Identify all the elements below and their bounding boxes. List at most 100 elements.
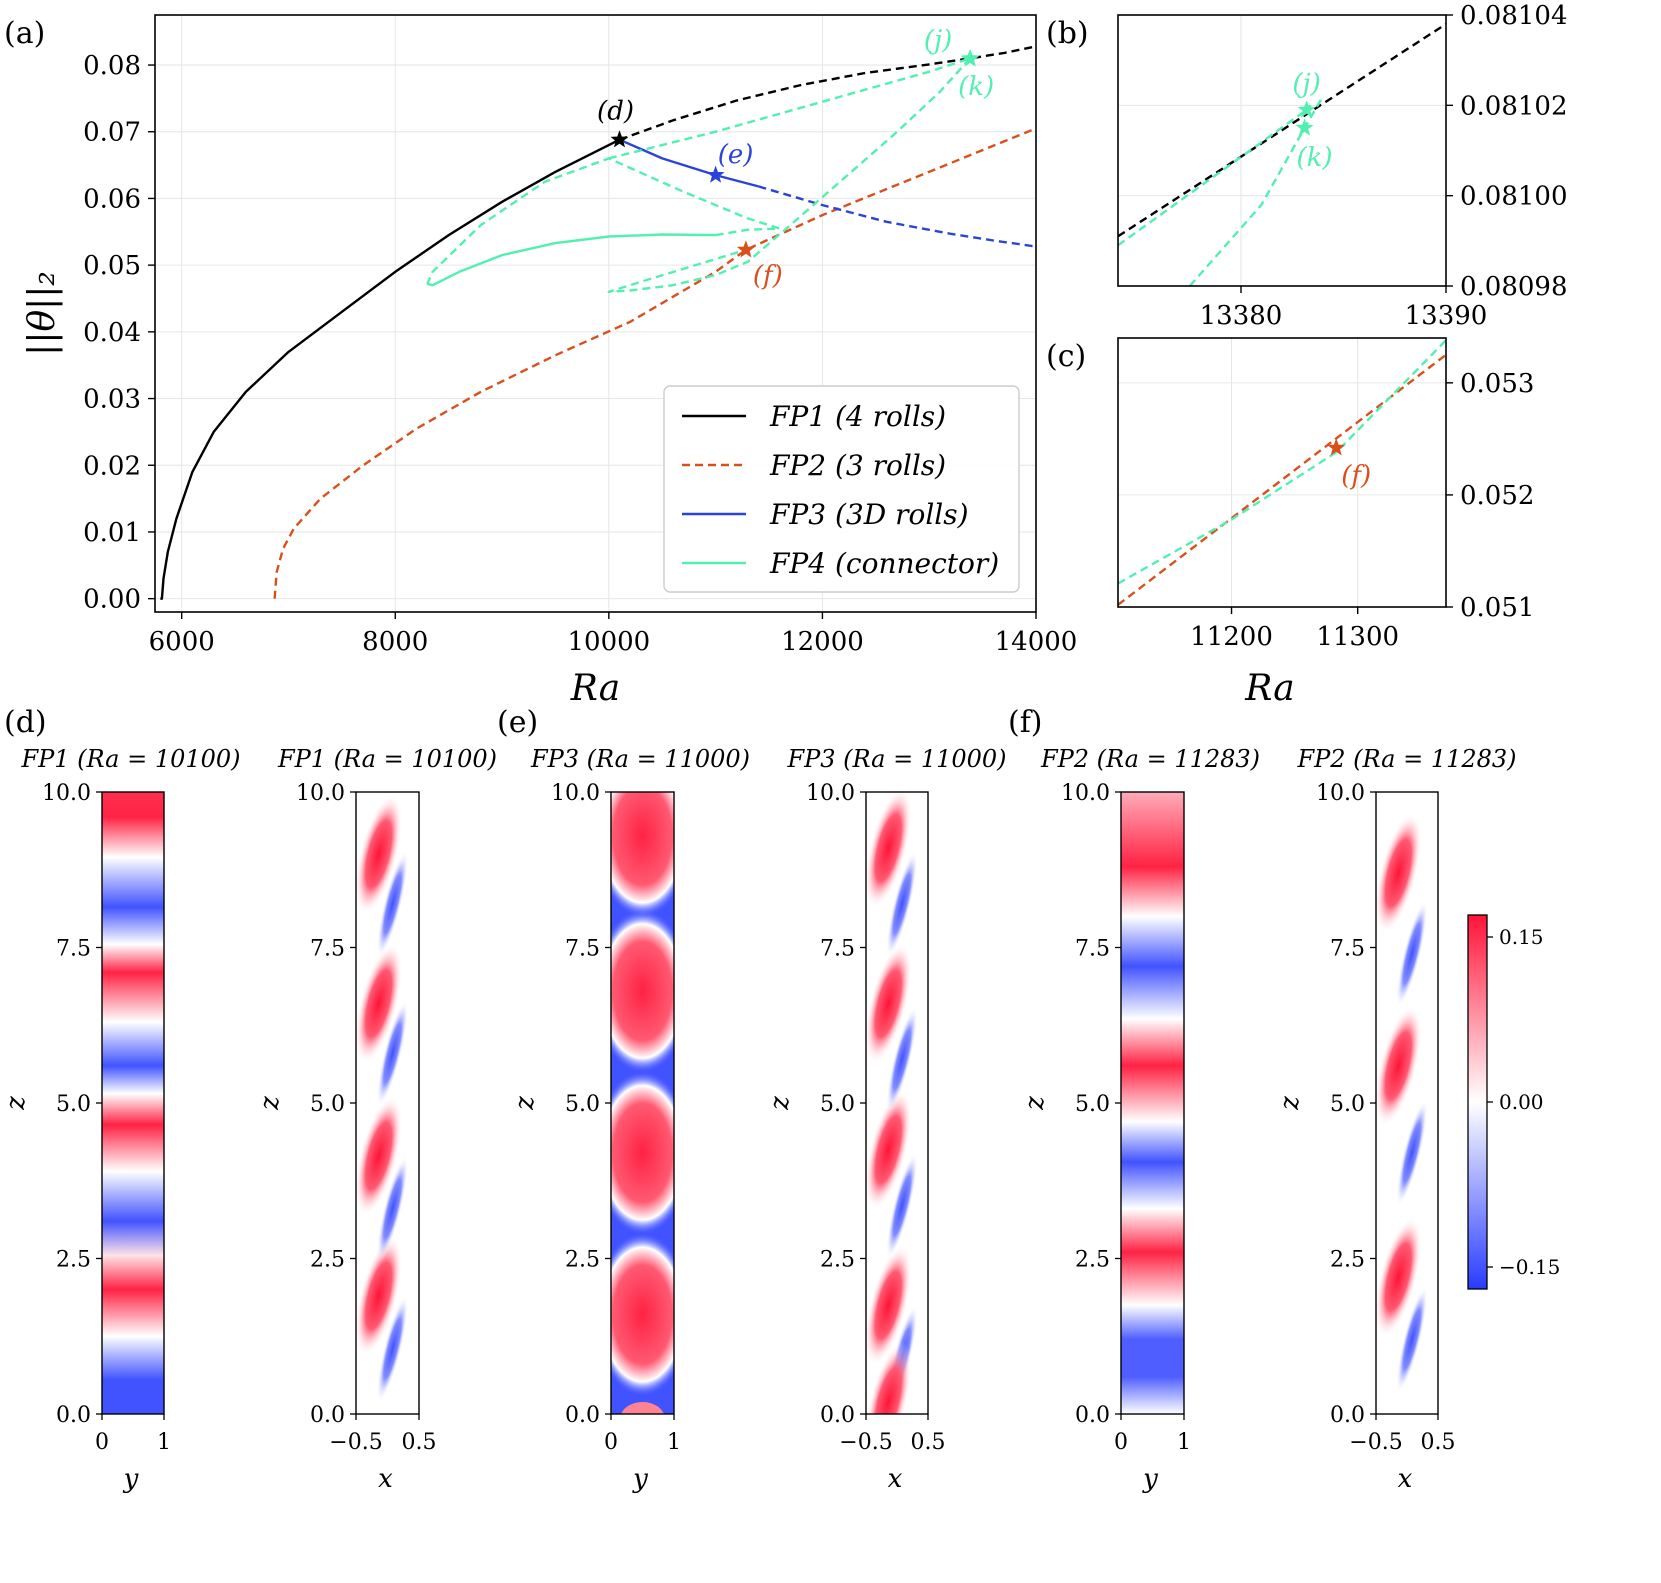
blob-1 <box>1396 1285 1428 1393</box>
y-axis-label: ||θ||₂ <box>22 271 63 356</box>
z-axis-label: z <box>510 1096 540 1111</box>
x-axis-label: x <box>1398 1464 1413 1494</box>
series-line-5 <box>426 233 716 287</box>
series-group <box>1118 339 1446 606</box>
x-axis-label: Ra <box>1244 668 1294 709</box>
y-tick-label: 0.02 <box>83 451 141 481</box>
blob-5 <box>886 1006 918 1113</box>
colorbar: 0.15 0.00 −0.15 <box>1467 914 1560 1290</box>
z-tick-label: 5.0 <box>310 1092 345 1117</box>
blob-4 <box>866 943 912 1064</box>
colorbar-tick-label: −0.15 <box>1499 1255 1560 1279</box>
series-line-8 <box>607 57 971 293</box>
blob-7 <box>886 850 918 958</box>
plot-frame <box>154 14 1037 613</box>
series-line-4 <box>758 185 1036 248</box>
x-axis-label: y <box>123 1464 139 1494</box>
panel-label: (a) <box>4 16 45 51</box>
z-tick-label: 10.0 <box>806 781 855 806</box>
z-tick-label: 2.5 <box>310 1248 345 1273</box>
z-axis-label: z <box>765 1096 795 1111</box>
subplot-title: FP3 (Ra = 11000) <box>786 745 1006 773</box>
y-tick-label: 0.08104 <box>1460 1 1568 31</box>
blob-group <box>866 792 918 1414</box>
legend-box <box>663 385 1020 593</box>
blob-2 <box>866 1089 912 1210</box>
blob-3 <box>376 1155 409 1263</box>
dome-3 <box>611 792 674 918</box>
series-line-6 <box>426 157 781 285</box>
z-tick-label: 0.0 <box>820 1403 855 1428</box>
blob-5 <box>376 999 409 1107</box>
marker-star <box>610 130 629 148</box>
marker-label: (f) <box>753 261 783 291</box>
x-tick-label: 1 <box>667 1430 681 1455</box>
marker-star <box>736 240 755 258</box>
y-tick-label: 0.08102 <box>1460 91 1568 121</box>
z-tick-label: 0.0 <box>565 1403 600 1428</box>
series-line-1 <box>1118 339 1446 585</box>
x-tick-label: 14000 <box>995 627 1078 657</box>
z-tick-label: 10.0 <box>1316 781 1365 806</box>
marker-star <box>1297 100 1316 118</box>
x-tick-label: 6000 <box>149 627 215 657</box>
marker-star <box>961 49 980 67</box>
marker-label: (d) <box>597 97 634 127</box>
blob-group <box>1376 812 1428 1393</box>
series-line-1 <box>1118 104 1312 247</box>
legend-entry: FP1 (4 rolls) <box>769 400 946 433</box>
dome-bottom <box>621 1402 664 1414</box>
z-tick-label: 7.5 <box>565 937 600 962</box>
x-tick-label: 13390 <box>1405 301 1488 331</box>
series-line-0 <box>1118 353 1446 606</box>
z-axis-label: z <box>1 1096 31 1111</box>
y-tick-label: 0.053 <box>1460 369 1534 399</box>
series-line-3 <box>619 138 759 188</box>
legend-entry: FP2 (3 rolls) <box>769 449 946 482</box>
x-tick-label: −0.5 <box>1349 1430 1402 1455</box>
colorbar-tick-label: 0.00 <box>1499 1090 1544 1114</box>
blob-4 <box>1376 812 1422 934</box>
marker-label: (j) <box>1292 69 1320 99</box>
x-tick-label: 8000 <box>362 627 428 657</box>
z-tick-label: 7.5 <box>310 937 345 962</box>
z-tick-label: 2.5 <box>1075 1248 1110 1273</box>
panel-label: (e) <box>497 705 538 740</box>
y-tick-label: 0.00 <box>83 585 141 615</box>
x-tick-label: −0.5 <box>839 1430 892 1455</box>
x-tick-label: 1 <box>1177 1430 1191 1455</box>
x-tick-label: 0 <box>604 1430 618 1455</box>
dome-group <box>611 792 674 1414</box>
z-tick-label: 10.0 <box>296 781 345 806</box>
z-tick-label: 7.5 <box>1330 937 1365 962</box>
panel-a: 6000 8000 10000 12000 14000 0.00 0.01 0.02 0.03 0… <box>4 14 1078 709</box>
heatmap-field <box>1121 792 1184 1414</box>
blob-5 <box>1396 900 1428 1008</box>
subplot-title: FP3 (Ra = 11000) <box>530 745 750 773</box>
x-tick-label: −0.5 <box>329 1430 382 1455</box>
series-group <box>1118 22 1446 286</box>
dome-2 <box>611 909 674 1074</box>
blob-0 <box>1376 1216 1422 1338</box>
blob-group <box>356 793 409 1403</box>
y-tick-label: 0.01 <box>83 518 141 548</box>
z-axis-label: z <box>1020 1096 1050 1111</box>
y-tick-label: 0.08 <box>83 51 141 81</box>
z-tick-label: 0.0 <box>1075 1403 1110 1428</box>
subplot-title: FP1 (Ra = 10100) <box>277 745 497 773</box>
x-axis-label: Ra <box>570 668 620 709</box>
heatmap-field <box>102 792 164 1414</box>
z-tick-label: 7.5 <box>820 937 855 962</box>
marker-label: (k) <box>958 72 994 102</box>
y-tick-label: 0.03 <box>83 385 141 415</box>
z-tick-label: 7.5 <box>56 937 91 962</box>
panel-label: (f) <box>1008 705 1043 740</box>
x-tick-label: 0.5 <box>911 1430 946 1455</box>
z-tick-label: 10.0 <box>1061 781 1110 806</box>
blob-4 <box>356 943 403 1064</box>
z-tick-label: 2.5 <box>820 1248 855 1273</box>
legend-entry: FP3 (3D rolls) <box>769 498 969 531</box>
panel-label: (d) <box>4 705 47 740</box>
